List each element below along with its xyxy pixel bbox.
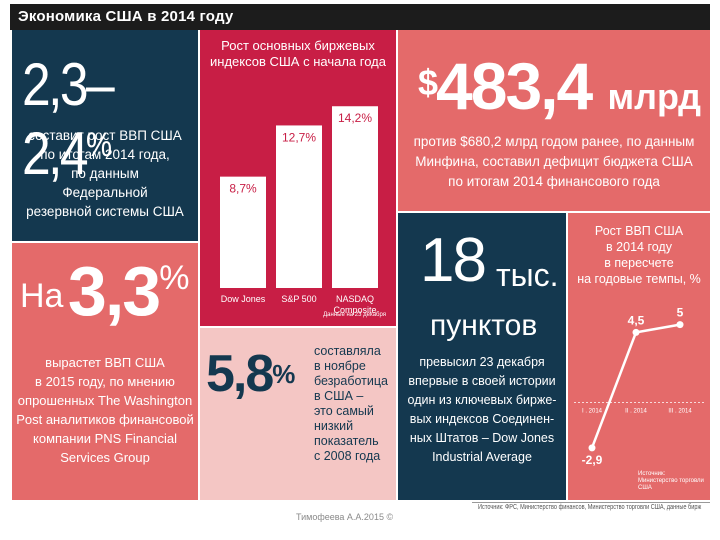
dow-jones-panel: 18 тыс. пунктов превысил 23 декабря вперв… <box>398 213 566 500</box>
bar-1 <box>220 176 266 288</box>
gdp-growth-unit: % <box>86 126 112 164</box>
unemployment-unit: % <box>272 359 295 389</box>
gdp-growth-description: составит рост ВВП США по итогам 2014 год… <box>26 128 184 219</box>
dow-unit-points: пунктов <box>430 309 538 342</box>
dow-value: 18 тыс. <box>420 226 559 295</box>
forecast-unit: % <box>159 259 190 297</box>
unemployment-value: 5,8% <box>206 345 295 403</box>
gdp-point <box>676 321 684 329</box>
gdp-category-label: III . 2014 <box>668 409 692 415</box>
dow-description: превысил 23 декабря впервые в своей исто… <box>407 355 557 464</box>
forecast-panel: На 3,3% вырастет ВВП США в 2015 году, по… <box>12 243 198 500</box>
credit-text: Тимофеева А.А.2015 © <box>296 512 394 522</box>
bar-value-label: 14,2% <box>338 111 372 125</box>
unemployment-panel: 5,8% составляла в ноябре безработица в С… <box>200 328 396 500</box>
deficit-value: $483,4 млрд <box>418 49 701 123</box>
stock-index-panel: Рост основных биржевых индексов США с на… <box>200 30 396 326</box>
deficit-currency: $ <box>418 62 438 103</box>
bar-value-label: 12,7% <box>282 130 316 144</box>
gdp-quarterly-note: Источник: Министерство торговли США <box>638 471 704 491</box>
deficit-description: против $680,2 млрд годом ранее, по данны… <box>413 134 695 189</box>
gdp-line-chart: -2,9 I . 2014 4,5 II . 2014 5 III . 2014 <box>574 306 706 467</box>
bar-category-label: Dow Jones <box>221 294 266 304</box>
gdp-quarterly-title: Рост ВВП США в 2014 году в пересчете на … <box>577 224 701 286</box>
page-title: Экономика США в 2014 году <box>18 8 234 25</box>
gdp-category-label: I . 2014 <box>582 409 603 415</box>
bar-value-label: 8,7% <box>229 182 257 196</box>
deficit-panel: $483,4 млрд против $680,2 млрд годом ран… <box>398 30 710 211</box>
bar-2 <box>276 125 322 288</box>
gdp-point <box>588 444 596 452</box>
dow-unit: тыс. <box>496 257 559 293</box>
gdp-growth-value: 2,3–2,4% <box>22 51 115 187</box>
forecast-value: На 3,3% <box>20 252 190 330</box>
bar-category-label: S&P 500 <box>281 294 316 304</box>
source-text: Источник: ФРС, Министерство финансов, Ми… <box>478 504 702 511</box>
gdp-series-line <box>590 323 681 449</box>
stock-chart-note: Данные на 23 декабря <box>323 312 386 318</box>
gdp-quarterly-panel: Рост ВВП США в 2014 году в пересчете на … <box>568 213 710 500</box>
gdp-value-label: 5 <box>677 306 684 320</box>
stock-bar-chart: 8,7% Dow Jones 12,7% S&P 500 14,2% NASDAQComp… <box>220 106 378 315</box>
gdp-growth-panel: 2,3–2,4% составит рост ВВП США по итогам… <box>12 30 198 241</box>
deficit-unit: млрд <box>607 76 701 117</box>
unemployment-description: составляла в ноябре безработица в США – … <box>314 344 388 463</box>
source-divider <box>472 502 710 503</box>
gdp-category-label: II . 2014 <box>625 409 647 415</box>
forecast-description: вырастет ВВП США в 2015 году, по мнению … <box>16 355 194 465</box>
bar-category-label: NASDAQ <box>336 294 374 304</box>
gdp-value-label: 4,5 <box>628 313 645 327</box>
forecast-prefix: На <box>20 277 64 315</box>
gdp-value-label: -2,9 <box>582 453 603 467</box>
bar-category-label: Composite <box>333 305 376 315</box>
stock-chart-title: Рост основных биржевых индексов США с на… <box>210 38 386 69</box>
gdp-point <box>632 328 640 336</box>
bar-3 <box>332 106 378 289</box>
title-bar: Экономика США в 2014 году <box>10 4 710 30</box>
